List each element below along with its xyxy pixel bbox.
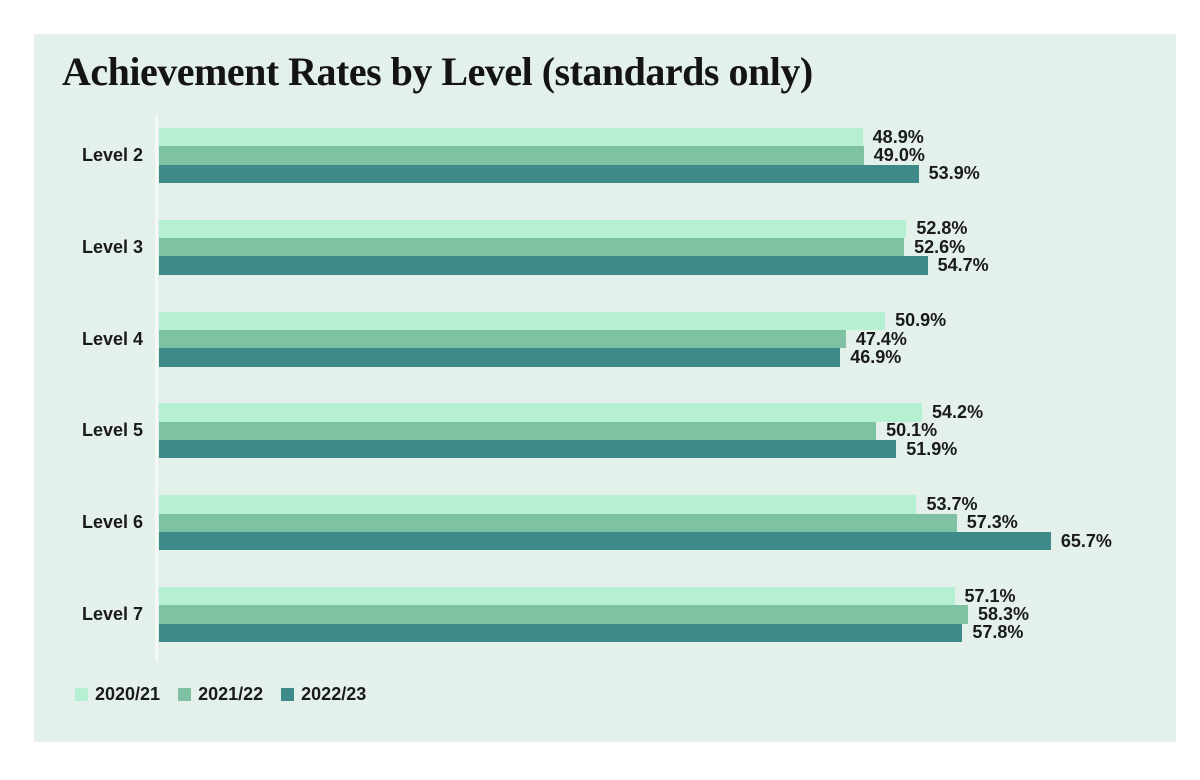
legend-item-2020-21: 2020/21 <box>75 684 160 705</box>
bar-2022-23-level-2 <box>159 164 919 183</box>
value-label-2021-22-level-2: 49.0% <box>873 145 925 165</box>
category-label-level-5: Level 5 <box>81 420 143 441</box>
category-label-level-2: Level 2 <box>81 145 143 165</box>
bar-2021-22-level-6 <box>159 513 957 532</box>
value-label-2021-22-level-4: 47.4% <box>855 328 907 349</box>
bar-2020-21-level-7 <box>159 587 955 606</box>
category-label-level-3: Level 3 <box>81 236 143 257</box>
y-axis-line <box>155 115 158 662</box>
value-label-2021-22-level-5: 50.1% <box>886 420 938 441</box>
bar-2022-23-level-7 <box>159 623 963 642</box>
category-label-level-7: Level 7 <box>81 604 143 624</box>
value-label-2021-22-level-7: 58.3% <box>977 604 1029 624</box>
bar-2020-21-level-4 <box>159 311 886 330</box>
legend-swatch-2021-22 <box>178 687 192 701</box>
bar-2020-21-level-2 <box>159 128 863 147</box>
value-label-2022-23-level-6: 65.7% <box>1060 530 1112 551</box>
bar-group-level-7: Level 7 57.1% 58.3% 57.8% <box>34 585 1176 643</box>
bar-2020-21-level-5 <box>159 403 923 422</box>
value-label-2020-21-level-6: 53.7% <box>926 493 978 514</box>
chart-title: Achievement Rates by Level (standards on… <box>62 49 813 94</box>
bar-2021-22-level-3 <box>159 238 905 257</box>
bar-2022-23-level-5 <box>159 440 897 459</box>
value-label-2022-23-level-3: 54.7% <box>937 255 989 276</box>
bar-2020-21-level-6 <box>159 495 917 514</box>
bar-group-level-5: Level 5 54.2% 50.1% 51.9% <box>34 402 1176 459</box>
value-label-2022-23-level-2: 53.9% <box>928 163 980 184</box>
plot-area: Level 2 48.9% 49.0% 53.9% Level 3 52.8% 52.6% 5… <box>34 34 1176 742</box>
legend: 2020/21 2021/22 2022/23 <box>75 682 384 706</box>
legend-label-2021-22: 2021/22 <box>198 683 264 704</box>
bar-2022-23-level-3 <box>159 256 928 275</box>
legend-label-2020-21: 2020/21 <box>95 683 161 704</box>
value-label-2022-23-level-4: 46.9% <box>850 346 902 367</box>
value-label-2020-21-level-7: 57.1% <box>964 585 1016 606</box>
legend-label-2022-23: 2022/23 <box>301 683 367 704</box>
bar-group-level-6: Level 6 53.7% 57.3% 65.7% <box>34 493 1176 551</box>
value-label-2021-22-level-6: 57.3% <box>966 512 1018 533</box>
value-label-2022-23-level-7: 57.8% <box>972 622 1024 643</box>
value-label-2020-21-level-3: 52.8% <box>916 218 968 239</box>
bar-2022-23-level-4 <box>159 348 841 367</box>
bar-group-level-2: Level 2 48.9% 49.0% 53.9% <box>34 126 1176 184</box>
bar-2022-23-level-6 <box>159 531 1051 551</box>
bar-group-level-3: Level 3 52.8% 52.6% 54.7% <box>34 218 1176 276</box>
bar-2020-21-level-3 <box>159 219 907 239</box>
bar-2021-22-level-7 <box>159 605 968 624</box>
bar-2021-22-level-4 <box>159 329 846 349</box>
category-label-level-4: Level 4 <box>81 328 143 349</box>
value-label-2021-22-level-3: 52.6% <box>914 236 966 257</box>
legend-item-2021-22: 2021/22 <box>178 684 263 705</box>
bar-group-level-4: Level 4 50.9% 47.4% 46.9% <box>34 310 1176 367</box>
legend-swatch-2022-23 <box>281 687 295 701</box>
value-label-2020-21-level-5: 54.2% <box>932 402 984 423</box>
chart-card: Achievement Rates by Level (standards on… <box>34 34 1176 742</box>
bar-2021-22-level-2 <box>159 146 864 165</box>
bar-2021-22-level-5 <box>159 421 877 441</box>
category-label-level-6: Level 6 <box>81 512 143 533</box>
legend-item-2022-23: 2022/23 <box>281 684 366 705</box>
legend-swatch-2020-21 <box>75 687 88 701</box>
value-label-2020-21-level-4: 50.9% <box>895 310 947 331</box>
value-label-2020-21-level-2: 48.9% <box>872 126 924 147</box>
value-label-2022-23-level-5: 51.9% <box>906 438 958 459</box>
